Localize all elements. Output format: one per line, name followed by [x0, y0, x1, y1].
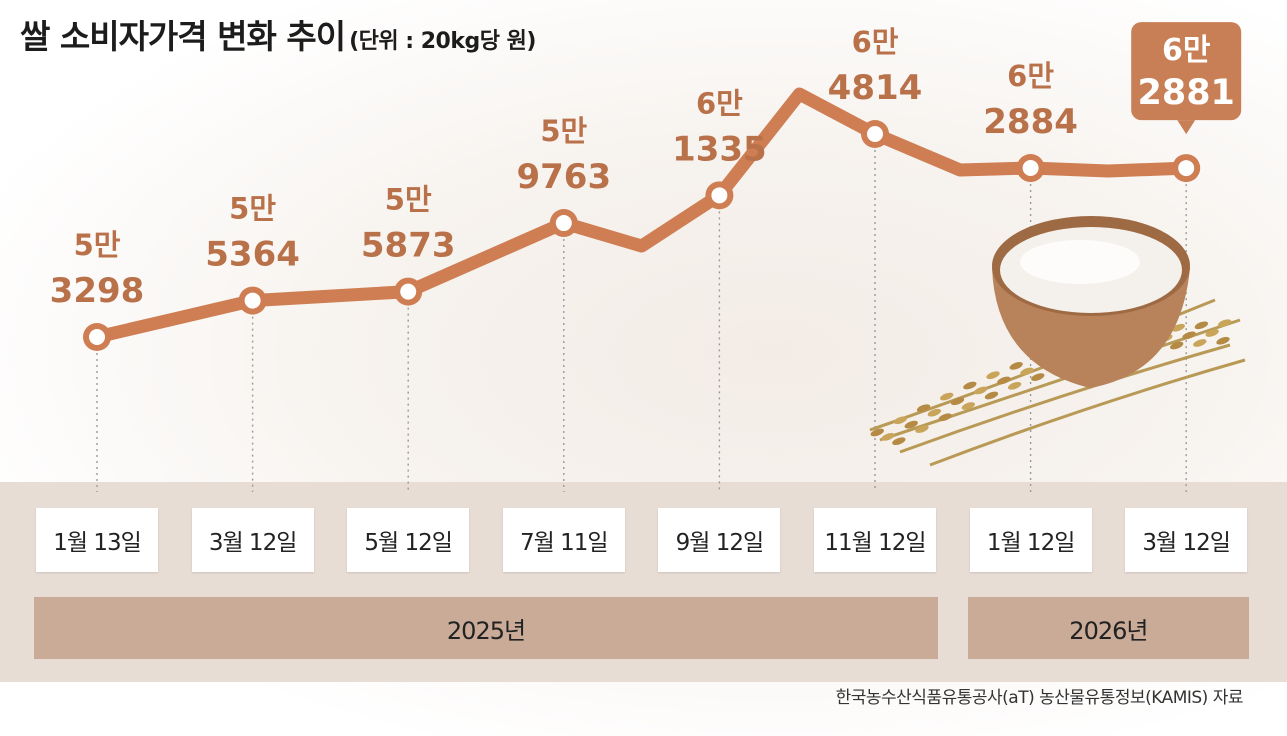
x-tick-label: 11월 12일: [814, 508, 936, 572]
data-label-top: 5만: [74, 228, 121, 262]
rice-grain: [927, 408, 942, 417]
rice-grain: [915, 425, 929, 433]
year-bar: 2026년: [967, 597, 1250, 659]
data-label-bottom: 2881: [1137, 73, 1234, 113]
rice-grain: [997, 376, 1011, 385]
rice-grain: [1216, 336, 1230, 345]
series-line: [90, 87, 1193, 344]
rice-grain: [973, 386, 988, 395]
data-label-top: 6만: [852, 25, 899, 59]
rice-grain: [1193, 339, 1207, 347]
data-label-bottom: 9763: [516, 157, 611, 197]
rice-grain: [938, 413, 952, 422]
source-note: 한국농수산식품유통공사(aT) 농산물유통정보(KAMIS) 자료: [835, 688, 1244, 708]
data-label-bottom: 2884: [983, 102, 1078, 142]
rice-grain: [893, 416, 908, 425]
rice-grain: [1031, 373, 1045, 381]
data-point-center: [1022, 160, 1039, 177]
data-point-center: [555, 215, 572, 232]
bubble-pointer: [1177, 120, 1196, 135]
data-label-bottom: 5873: [361, 226, 456, 266]
data-point-center: [1178, 160, 1195, 177]
x-tick-label: 3월 12일: [1125, 508, 1248, 572]
chart-title: 쌀 소비자가격 변화 추이 (단위 : 20kg당 원): [20, 10, 536, 58]
x-tick-label: 5월 12일: [347, 508, 470, 572]
data-point-center: [867, 126, 883, 142]
data-label-top: 5만: [540, 114, 587, 148]
unit-note: (단위 : 20kg당 원): [349, 29, 536, 54]
rice-bowl-illustration: [869, 216, 1246, 467]
data-label-top: 5만: [229, 192, 276, 226]
data-label-top: 6만: [1007, 59, 1054, 93]
rice-grain: [984, 391, 999, 400]
rice-stalk: [899, 343, 1231, 454]
x-tick-label: 7월 11일: [502, 508, 625, 572]
data-label-top: 6만: [1162, 33, 1211, 68]
rice-grain: [940, 392, 954, 401]
title-text: 쌀 소비자가격 변화 추이: [20, 17, 346, 56]
rice-grain: [963, 381, 977, 390]
data-point-center: [400, 283, 417, 300]
rice-grain: [1194, 321, 1209, 330]
rice-grain: [950, 397, 965, 406]
x-tick-label: 1월 13일: [36, 508, 158, 572]
data-label-bottom: 3298: [50, 271, 145, 311]
rice-grain: [1007, 381, 1022, 390]
data-label-bottom: 4814: [828, 68, 923, 108]
rice-grain: [904, 420, 918, 429]
rice-grain: [1020, 367, 1034, 376]
rice-grain: [1170, 341, 1184, 350]
rice-grain: [870, 428, 884, 437]
data-label-bottom: 1335: [672, 129, 767, 169]
rice-grain: [1217, 319, 1232, 328]
x-tick-label: 1월 12일: [969, 508, 1092, 572]
data-point-center: [89, 329, 105, 345]
data-label-top: 6만: [696, 86, 743, 120]
rice-grain: [1205, 329, 1219, 337]
rice-grain: [961, 402, 975, 410]
rice-grain: [916, 404, 931, 413]
data-label-top: 5만: [385, 183, 432, 217]
data-point-center: [711, 187, 728, 204]
x-tick-label: 3월 12일: [191, 508, 314, 572]
rice-stalk: [929, 358, 1246, 467]
rice-grain: [1009, 362, 1023, 370]
data-label-bottom: 5364: [205, 235, 300, 275]
highlight-bubble: [1131, 22, 1242, 121]
rice-grain: [1182, 331, 1196, 340]
data-point-center: [244, 292, 261, 309]
x-tick-label: 9월 12일: [658, 508, 781, 572]
year-bar: 2025년: [34, 597, 938, 659]
rice-grain: [892, 437, 906, 446]
rice-grain: [986, 371, 1000, 380]
rice-highlight: [1020, 240, 1140, 284]
rice-grain: [881, 432, 895, 441]
